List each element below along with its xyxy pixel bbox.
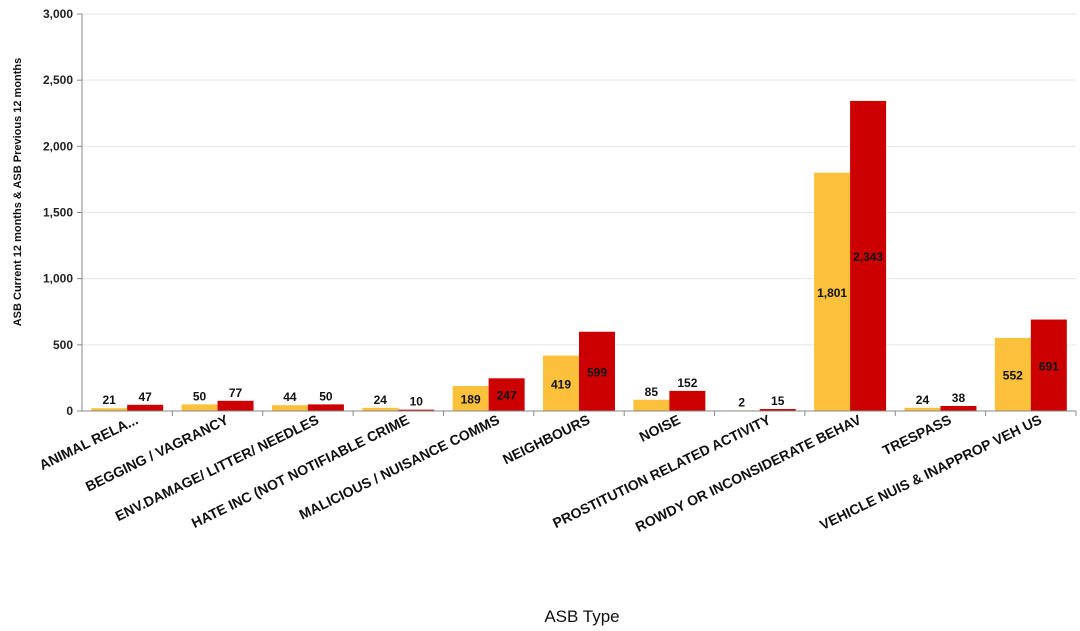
y-tick-label: 0 [66,404,73,418]
data-label: 599 [587,365,607,379]
data-label: 21 [103,393,117,407]
data-label: 691 [1039,359,1059,373]
data-label: 419 [551,377,571,391]
data-label: 2,343 [853,250,883,264]
y-tick-labels: 0 500 1,000 1,500 2,000 2,500 3,000 [43,7,73,418]
data-label: 189 [461,392,481,406]
data-label: 15 [771,394,785,408]
bar-previous [217,400,254,411]
bar-current [362,407,399,411]
bar-previous [398,409,435,411]
gridlines [77,13,1077,416]
x-category-labels: ANIMAL RELA...BEGGING / VAGRANCYENV.DAMA… [37,411,1045,535]
bar-current [814,172,851,411]
data-label: 50 [193,389,207,403]
bar-current [633,399,670,411]
x-category-label: BEGGING / VAGRANCY [83,411,232,494]
bar-previous [127,404,164,411]
bar-previous [579,331,615,411]
bar-previous [759,409,796,411]
data-label: 2 [738,396,745,410]
data-label: 38 [952,391,966,405]
data-label: 77 [229,386,243,400]
data-label: 1,801 [817,286,847,300]
bar-previous [1030,319,1067,411]
data-label: 247 [497,389,517,403]
data-labels: 21 47 50 77 44 50 24 10 189 247 419 599 85 152 2 15 1,80… [103,250,1060,410]
y-axis-title: ASB Current 12 months & ASB Previous 12 … [12,58,24,327]
x-category-label: TRESPASS [880,411,954,458]
y-tick-label: 1,000 [43,272,73,286]
bar-previous [488,378,525,411]
bar-previous [850,100,887,412]
bars [91,100,1067,412]
bar-current [271,405,308,411]
data-label: 152 [677,376,697,390]
bar-current [543,355,579,411]
bar-previous [940,405,977,411]
data-label: 24 [916,393,930,407]
data-label: 85 [645,385,659,399]
bar-current [91,408,128,411]
y-tick-label: 500 [53,338,73,352]
data-label: 552 [1003,368,1023,382]
y-tick-label: 2,500 [43,73,73,87]
y-tick-label: 2,000 [43,139,73,153]
bar-previous [669,390,706,411]
bar-current [904,407,941,411]
x-category-label: NOISE [636,411,682,444]
x-category-label: NEIGHBOURS [500,411,592,467]
bar-current [181,404,218,411]
data-label: 10 [410,395,424,409]
data-label: 44 [283,390,297,404]
bar-previous [307,404,344,411]
y-tick-label: 3,000 [43,7,73,21]
data-label: 47 [139,390,153,404]
axes [81,14,1076,412]
y-tick-label: 1,500 [43,206,73,220]
bar-current [994,337,1031,411]
data-label: 50 [319,389,333,403]
bar-current [452,385,489,411]
data-label: 24 [374,393,388,407]
x-axis-title: ASB Type [544,607,619,626]
